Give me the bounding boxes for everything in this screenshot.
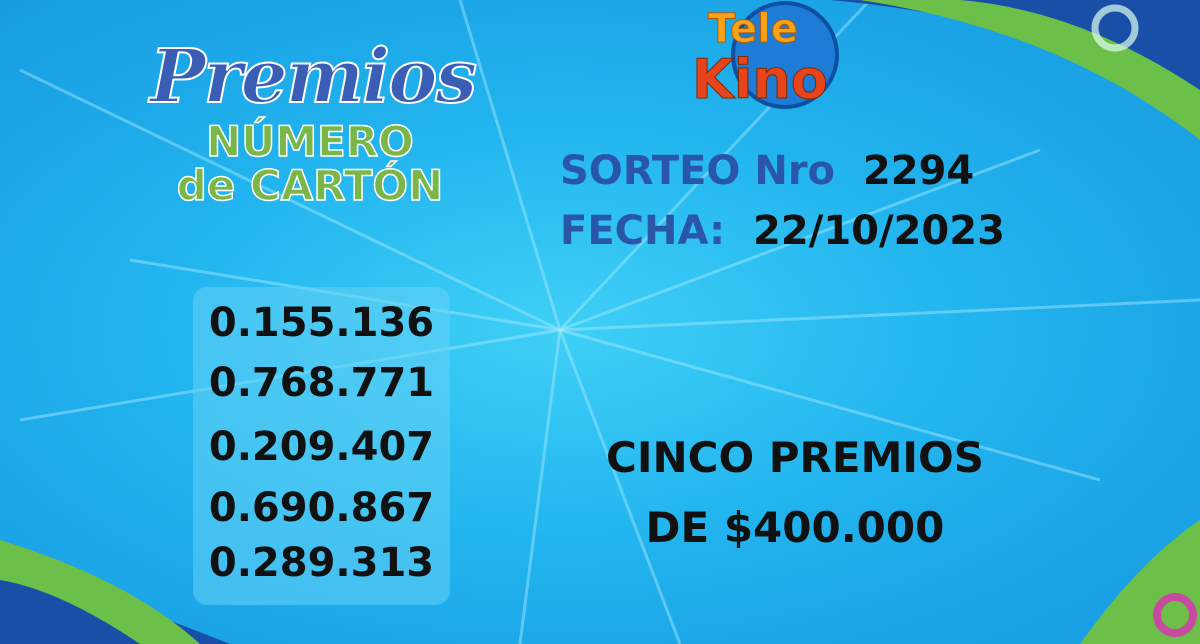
sorteo-label: SORTEO Nro xyxy=(560,148,836,194)
telekino-logo: Tele Kino xyxy=(692,1,839,110)
sorteo-number: 2294 xyxy=(862,148,975,194)
prize-count: CINCO PREMIOS xyxy=(606,433,984,482)
winning-number: 0.155.136 xyxy=(208,300,435,346)
numero-heading: NÚMERO xyxy=(205,117,414,166)
prize-title: Premios NÚMERO de CARTÓN xyxy=(149,34,478,211)
numbers-panel xyxy=(193,287,450,605)
winning-number: 0.768.771 xyxy=(208,360,435,406)
premios-heading: Premios xyxy=(149,34,478,120)
winning-number: 0.289.313 xyxy=(208,540,435,586)
carton-heading: de CARTÓN xyxy=(176,161,444,211)
winning-number: 0.690.867 xyxy=(208,485,435,531)
fecha-row: FECHA: 22/10/2023 xyxy=(560,208,1005,254)
svg-text:Tele: Tele xyxy=(708,6,798,52)
winning-number: 0.209.407 xyxy=(208,424,435,470)
prize-amount: DE $400.000 xyxy=(645,503,945,552)
svg-text:Kino: Kino xyxy=(692,48,828,110)
sorteo-row: SORTEO Nro 2294 xyxy=(560,148,974,194)
fecha-value: 22/10/2023 xyxy=(753,208,1005,254)
fecha-label: FECHA: xyxy=(560,208,726,254)
